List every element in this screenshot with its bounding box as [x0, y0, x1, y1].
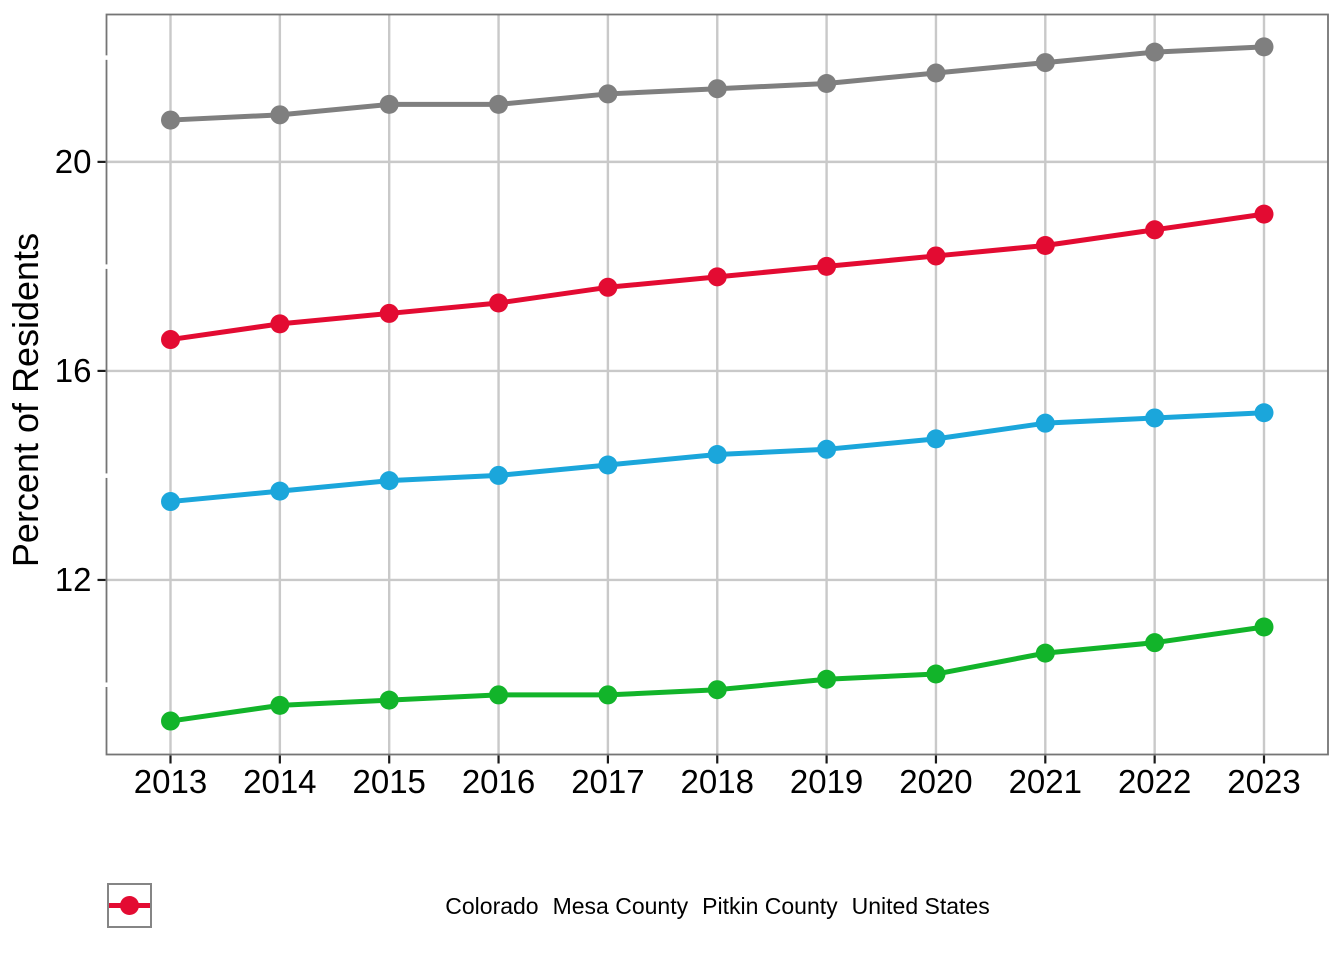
- x-tick-label: 2023: [1227, 763, 1300, 800]
- data-point-united-states-2022: [1145, 220, 1165, 240]
- series-colorado: [161, 37, 1274, 130]
- data-point-colorado-2015: [379, 94, 399, 114]
- x-tick-label: 2016: [462, 763, 535, 800]
- data-point-pitkin-county-2016: [489, 685, 509, 705]
- x-tick-label: 2021: [1009, 763, 1082, 800]
- data-point-pitkin-county-2022: [1145, 633, 1165, 653]
- data-point-pitkin-county-2021: [1035, 643, 1055, 663]
- border-notch: [104, 682, 109, 687]
- x-tick-label: 2018: [681, 763, 754, 800]
- data-point-united-states-2018: [707, 267, 727, 287]
- x-tick-label: 2015: [352, 763, 425, 800]
- data-point-mesa-county-2018: [707, 445, 727, 465]
- y-tick-label: 12: [55, 561, 92, 598]
- border-notch: [104, 55, 109, 60]
- legend-label-united-states: United States: [851, 893, 990, 919]
- data-point-mesa-county-2019: [817, 439, 837, 459]
- data-point-pitkin-county-2023: [1254, 617, 1274, 637]
- x-tick-label: 2017: [571, 763, 644, 800]
- data-point-mesa-county-2014: [270, 481, 290, 501]
- x-tick-label: 2022: [1118, 763, 1191, 800]
- legend: Colorado Mesa County Pitkin County United S…: [107, 883, 1328, 930]
- data-point-united-states-2019: [817, 256, 837, 276]
- legend-key-dot-united-states: [120, 896, 139, 915]
- data-point-pitkin-county-2017: [598, 685, 618, 705]
- data-point-colorado-2023: [1254, 37, 1274, 57]
- data-point-pitkin-county-2013: [161, 711, 180, 731]
- border-notch: [104, 473, 109, 478]
- data-point-mesa-county-2020: [926, 429, 946, 449]
- y-axis-title: Percent of Residents: [5, 233, 46, 567]
- data-point-mesa-county-2013: [161, 492, 180, 512]
- x-tick-label: 2014: [243, 763, 316, 800]
- data-point-united-states-2021: [1035, 235, 1055, 255]
- y-tick-label: 20: [55, 143, 92, 180]
- data-point-colorado-2019: [817, 73, 837, 93]
- legend-item-united-states: United States: [107, 883, 990, 928]
- border-notch: [104, 264, 109, 269]
- data-point-mesa-county-2017: [598, 455, 618, 475]
- data-point-colorado-2021: [1035, 53, 1055, 73]
- y-axis-labels: 12 16 20: [55, 143, 92, 598]
- panel-border: [105, 13, 1329, 756]
- data-point-united-states-2017: [598, 277, 618, 297]
- legend-label-pitkin-county: Pitkin County: [702, 893, 838, 919]
- legend-item-colorado: Colorado: [107, 883, 539, 928]
- series-mesa-county: [161, 403, 1274, 512]
- series-united-states: [161, 204, 1274, 350]
- data-point-united-states-2015: [379, 303, 399, 323]
- x-axis-labels: 2013 2014 2015 2016 2017 2018 2019 2020 2021 2022…: [134, 763, 1301, 800]
- gridlines: [106, 14, 1328, 755]
- legend-item-pitkin-county: Pitkin County: [107, 883, 838, 928]
- x-tick-label: 2019: [790, 763, 863, 800]
- data-point-united-states-2014: [270, 314, 290, 334]
- data-point-mesa-county-2015: [379, 471, 399, 491]
- data-point-pitkin-county-2020: [926, 664, 946, 684]
- data-point-pitkin-county-2015: [379, 690, 399, 710]
- legend-key-united-states: [107, 883, 152, 928]
- axis-minor-notches: [104, 55, 109, 687]
- data-point-colorado-2017: [598, 84, 618, 104]
- data-point-colorado-2016: [489, 94, 509, 114]
- legend-label-mesa-county: Mesa County: [552, 893, 689, 919]
- data-point-mesa-county-2022: [1145, 408, 1165, 428]
- data-point-mesa-county-2023: [1254, 403, 1274, 423]
- axis-ticks: [97, 160, 1266, 764]
- x-tick-label: 2013: [134, 763, 207, 800]
- data-point-mesa-county-2016: [489, 465, 509, 485]
- y-tick-label: 16: [55, 352, 92, 389]
- legend-label-colorado: Colorado: [445, 893, 539, 919]
- data-point-mesa-county-2021: [1035, 413, 1055, 433]
- data-point-united-states-2023: [1254, 204, 1274, 224]
- data-series: [161, 37, 1274, 731]
- data-point-colorado-2014: [270, 105, 290, 125]
- data-point-pitkin-county-2014: [270, 695, 290, 715]
- data-point-united-states-2016: [489, 293, 509, 313]
- data-point-united-states-2020: [926, 246, 946, 266]
- data-point-united-states-2013: [161, 330, 180, 350]
- x-tick-label: 2020: [899, 763, 972, 800]
- data-point-colorado-2020: [926, 63, 946, 83]
- data-point-pitkin-county-2018: [707, 680, 727, 700]
- data-point-colorado-2018: [707, 79, 727, 99]
- legend-item-mesa-county: Mesa County: [107, 883, 689, 928]
- data-point-pitkin-county-2019: [817, 669, 837, 689]
- panel-border-rect: [105, 13, 1329, 756]
- series-pitkin-county: [161, 617, 1274, 731]
- data-point-colorado-2022: [1145, 42, 1165, 62]
- data-point-colorado-2013: [161, 110, 180, 130]
- line-chart: 2013 2014 2015 2016 2017 2018 2019 2020 2021 2022…: [5, 13, 1329, 800]
